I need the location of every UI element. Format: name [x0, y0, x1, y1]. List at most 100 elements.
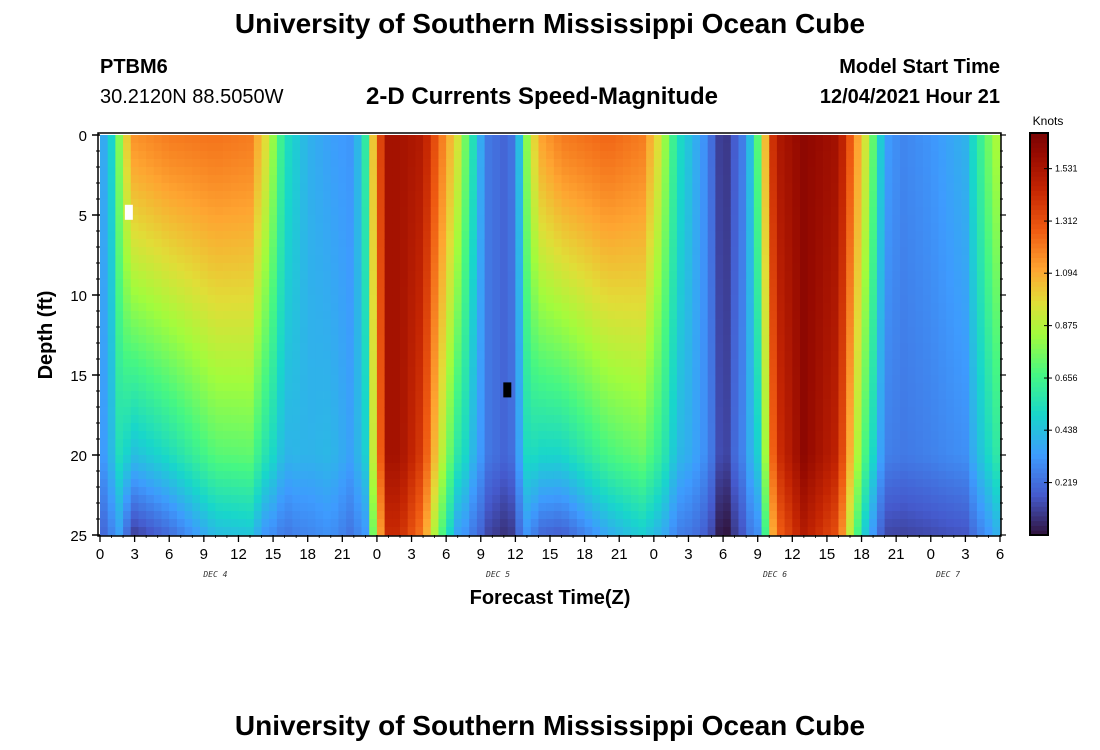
heatmap-cell	[476, 431, 486, 440]
heatmap-cell	[461, 375, 470, 384]
heatmap-cell	[223, 167, 232, 176]
heatmap-cell	[423, 143, 432, 152]
heatmap-cell	[469, 151, 478, 160]
heatmap-cell	[692, 287, 701, 296]
heatmap-cell	[269, 175, 278, 184]
heatmap-cell	[623, 463, 632, 472]
heatmap-cell	[653, 511, 662, 520]
heatmap-cell	[530, 423, 539, 432]
heatmap-cell	[738, 375, 747, 384]
heatmap-cell	[153, 255, 162, 264]
heatmap-cell	[323, 343, 332, 352]
heatmap-cell	[484, 463, 493, 472]
heatmap-cell	[330, 383, 339, 392]
heatmap-cell	[200, 519, 209, 528]
heatmap-cell	[269, 503, 278, 512]
heatmap-cell	[353, 471, 362, 480]
heatmap-cell	[661, 143, 670, 152]
heatmap-cell	[838, 423, 847, 432]
heatmap-cell	[361, 479, 370, 488]
heatmap-cell	[176, 335, 186, 344]
heatmap-cell	[669, 479, 678, 488]
heatmap-cell	[515, 399, 524, 408]
heatmap-cell	[800, 439, 809, 448]
heatmap-cell	[661, 407, 670, 416]
heatmap-cell	[792, 247, 801, 256]
heatmap-cell	[746, 375, 755, 384]
heatmap-cell	[800, 519, 809, 528]
heatmap-cell	[653, 159, 662, 168]
heatmap-cell	[169, 215, 178, 224]
heatmap-cell	[338, 375, 347, 384]
heatmap-cell	[423, 327, 432, 336]
heatmap-cell	[776, 327, 786, 336]
heatmap-cell	[323, 463, 332, 472]
heatmap-cell	[192, 463, 201, 472]
heatmap-cell	[646, 359, 655, 368]
heatmap-cell	[369, 391, 378, 400]
heatmap-cell	[815, 247, 824, 256]
heatmap-cell	[730, 463, 739, 472]
heatmap-cell	[676, 519, 686, 528]
heatmap-cell	[369, 367, 378, 376]
heatmap-cell	[600, 183, 609, 192]
heatmap-cell	[430, 503, 439, 512]
heatmap-cell	[707, 447, 716, 456]
heatmap-cell	[300, 143, 309, 152]
heatmap-cell	[523, 215, 532, 224]
heatmap-cell	[100, 527, 109, 536]
heatmap-cell	[115, 335, 124, 344]
heatmap-cell	[523, 471, 532, 480]
heatmap-cell	[615, 479, 624, 488]
heatmap-cell	[676, 279, 686, 288]
heatmap-cell	[661, 159, 670, 168]
heatmap-cell	[669, 527, 678, 536]
heatmap-cell	[492, 271, 501, 280]
heatmap-cell	[246, 383, 255, 392]
heatmap-cell	[230, 479, 239, 488]
heatmap-cell	[730, 247, 739, 256]
heatmap-cell	[746, 359, 755, 368]
heatmap-cell	[815, 159, 824, 168]
heatmap-cell	[192, 527, 201, 536]
heatmap-cell	[653, 519, 662, 528]
heatmap-cell	[607, 303, 616, 312]
heatmap-cell	[684, 183, 693, 192]
heatmap-cell	[376, 519, 386, 528]
heatmap-cell	[661, 295, 670, 304]
heatmap-cell	[592, 295, 601, 304]
heatmap-cell	[492, 199, 501, 208]
heatmap-cell	[761, 335, 770, 344]
heatmap-cell	[453, 383, 462, 392]
heatmap-cell	[307, 247, 316, 256]
heatmap-cell	[807, 439, 816, 448]
heatmap-cell	[669, 223, 678, 232]
heatmap-cell	[623, 431, 632, 440]
heatmap-cell	[453, 151, 462, 160]
heatmap-cell	[300, 463, 309, 472]
heatmap-cell	[123, 255, 132, 264]
heatmap-cell	[584, 135, 593, 144]
heatmap-cell	[461, 527, 470, 536]
heatmap-cell	[684, 271, 693, 280]
heatmap-cell	[492, 423, 501, 432]
heatmap-cell	[684, 479, 693, 488]
heatmap-cell	[584, 167, 593, 176]
heatmap-cell	[153, 327, 162, 336]
heatmap-cell	[676, 495, 686, 504]
heatmap-cell	[423, 167, 432, 176]
heatmap-cell	[300, 231, 309, 240]
heatmap-cell	[600, 455, 609, 464]
heatmap-cell	[761, 423, 770, 432]
heatmap-cell	[461, 311, 470, 320]
heatmap-cell	[230, 303, 239, 312]
heatmap-cell	[438, 311, 447, 320]
heatmap-cell	[700, 167, 709, 176]
heatmap-cell	[230, 207, 239, 216]
heatmap-cell	[569, 519, 578, 528]
heatmap-cell	[361, 335, 370, 344]
heatmap-cell	[653, 407, 662, 416]
heatmap-cell	[153, 407, 162, 416]
heatmap-cell	[553, 247, 562, 256]
heatmap-cell	[792, 239, 801, 248]
